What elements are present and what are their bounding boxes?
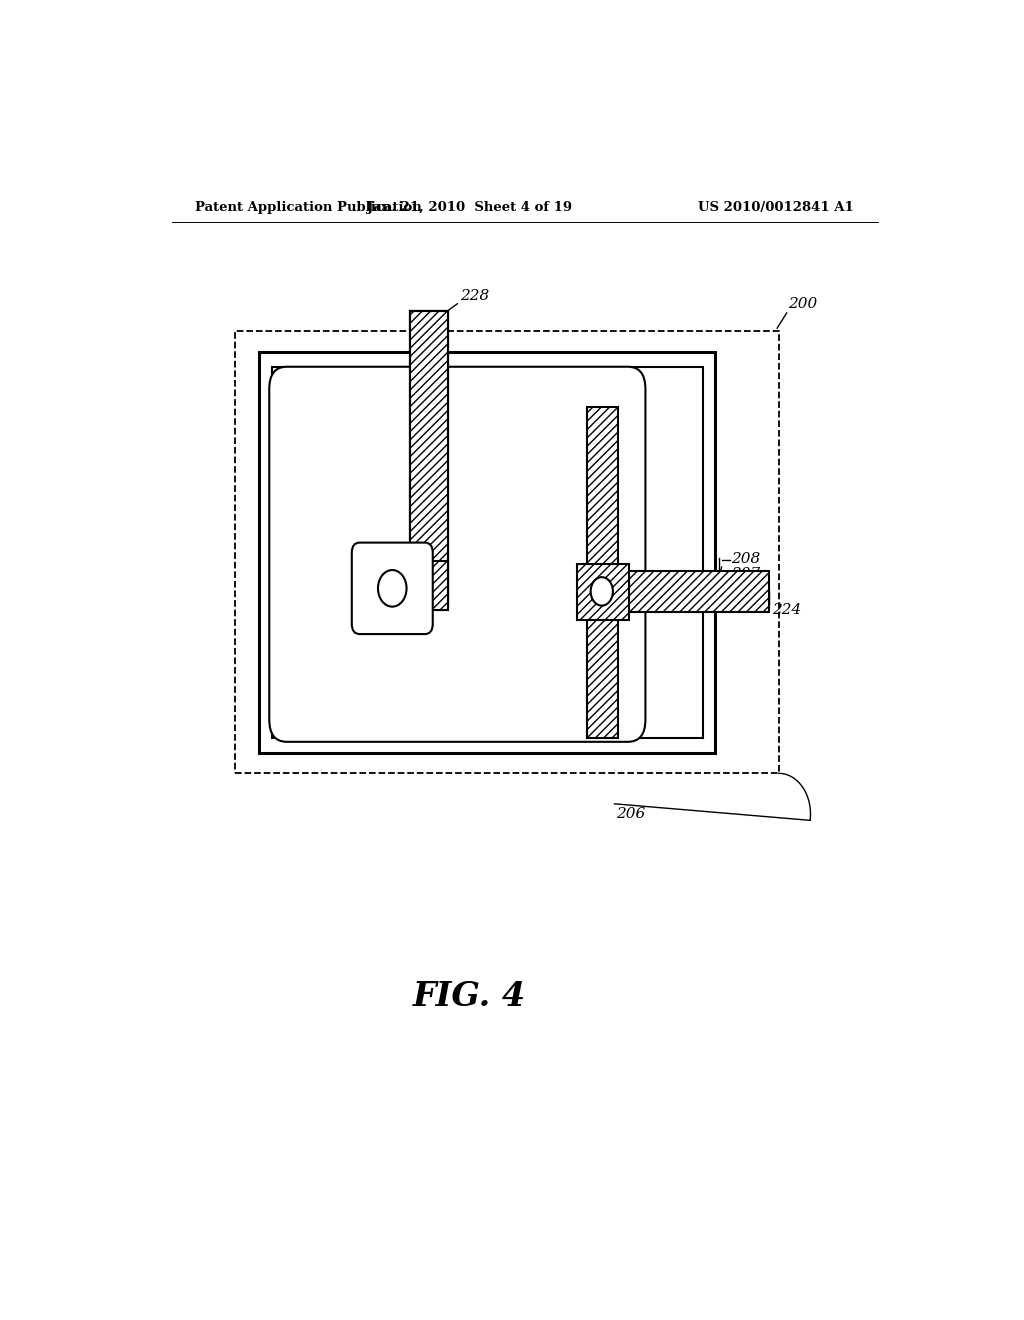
Text: 208: 208 xyxy=(731,552,761,566)
Bar xyxy=(587,572,769,611)
Bar xyxy=(587,408,618,738)
Bar xyxy=(410,606,447,610)
Text: 224: 224 xyxy=(772,602,802,616)
Text: US 2010/0012841 A1: US 2010/0012841 A1 xyxy=(698,201,854,214)
Bar xyxy=(236,331,779,774)
Text: 230: 230 xyxy=(325,601,354,615)
Bar xyxy=(272,367,702,738)
Bar xyxy=(410,312,447,606)
Text: 200: 200 xyxy=(788,297,817,312)
Circle shape xyxy=(591,577,613,606)
Bar xyxy=(380,561,447,610)
Text: Jan. 21, 2010  Sheet 4 of 19: Jan. 21, 2010 Sheet 4 of 19 xyxy=(367,201,571,214)
FancyBboxPatch shape xyxy=(352,543,433,634)
Bar xyxy=(410,312,447,610)
Text: 228: 228 xyxy=(460,289,489,302)
Bar xyxy=(259,351,715,752)
Text: FIG. 4: FIG. 4 xyxy=(413,981,525,1014)
Text: 209: 209 xyxy=(526,579,556,593)
Circle shape xyxy=(378,570,407,607)
FancyBboxPatch shape xyxy=(269,367,645,742)
Bar xyxy=(380,561,447,610)
Bar xyxy=(587,572,769,611)
Bar xyxy=(410,312,447,606)
Text: 207: 207 xyxy=(731,568,761,581)
Bar xyxy=(578,564,629,620)
Bar xyxy=(410,312,447,606)
Text: 206: 206 xyxy=(616,807,645,821)
Text: 211: 211 xyxy=(380,671,413,688)
Bar xyxy=(587,408,618,738)
Text: Patent Application Publication: Patent Application Publication xyxy=(196,201,422,214)
Bar xyxy=(578,564,629,620)
Text: 226: 226 xyxy=(496,586,524,601)
